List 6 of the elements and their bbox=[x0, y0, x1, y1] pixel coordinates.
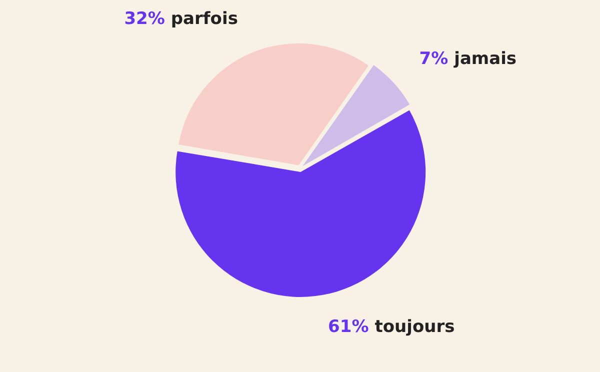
data-label: 61% bbox=[328, 316, 369, 337]
slice-label: jamais bbox=[453, 49, 517, 70]
data-label: 32% bbox=[124, 8, 165, 29]
data-label: 7% bbox=[419, 49, 448, 70]
slice-label: parfois bbox=[170, 8, 238, 29]
slice-label: toujours bbox=[374, 316, 455, 337]
